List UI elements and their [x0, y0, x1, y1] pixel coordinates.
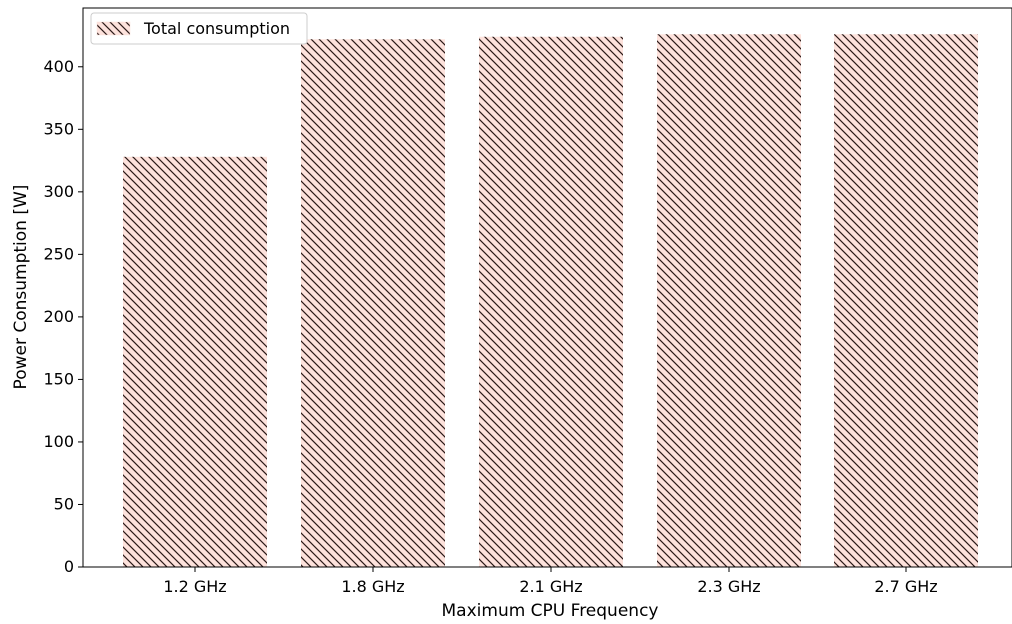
y-tick-label: 150: [43, 369, 74, 388]
x-tick-label: 2.3 GHz: [697, 577, 760, 596]
bars-group: [123, 34, 978, 568]
legend-swatch: [96, 21, 131, 36]
x-axis: 1.2 GHz 1.8 GHz 2.1 GHz 2.3 GHz 2.7 GHz: [163, 567, 938, 596]
x-axis-label: Maximum CPU Frequency: [442, 601, 659, 621]
plot-frame: [82, 7, 1012, 568]
legend-box: [90, 12, 308, 45]
y-tick-label: 250: [43, 244, 74, 263]
bar-1-2-ghz: [123, 156, 267, 567]
x-tick-label: 1.2 GHz: [163, 577, 226, 596]
x-tick-label: 2.1 GHz: [519, 577, 582, 596]
legend-label: Total consumption: [143, 19, 290, 38]
y-tick-label: 0: [64, 557, 74, 576]
x-tick-label: 2.7 GHz: [874, 577, 937, 596]
bar-2-3-ghz: [657, 34, 801, 568]
bar-2-1-ghz: [479, 36, 623, 567]
y-tick-label: 100: [43, 432, 74, 451]
y-tick-label: 300: [43, 182, 74, 201]
bar-2-7-ghz: [834, 34, 978, 568]
y-axis-label: Power Consumption [W]: [11, 185, 31, 390]
y-tick-label: 350: [43, 119, 74, 138]
y-tick-label: 400: [43, 57, 74, 76]
bar-1-8-ghz: [301, 39, 445, 568]
legend: Total consumption: [90, 12, 308, 45]
y-tick-label: 200: [43, 307, 74, 326]
x-tick-label: 1.8 GHz: [341, 577, 404, 596]
y-axis: 0 50 100 150 200 250 300 350 400: [43, 57, 83, 576]
y-tick-label: 50: [54, 494, 74, 513]
